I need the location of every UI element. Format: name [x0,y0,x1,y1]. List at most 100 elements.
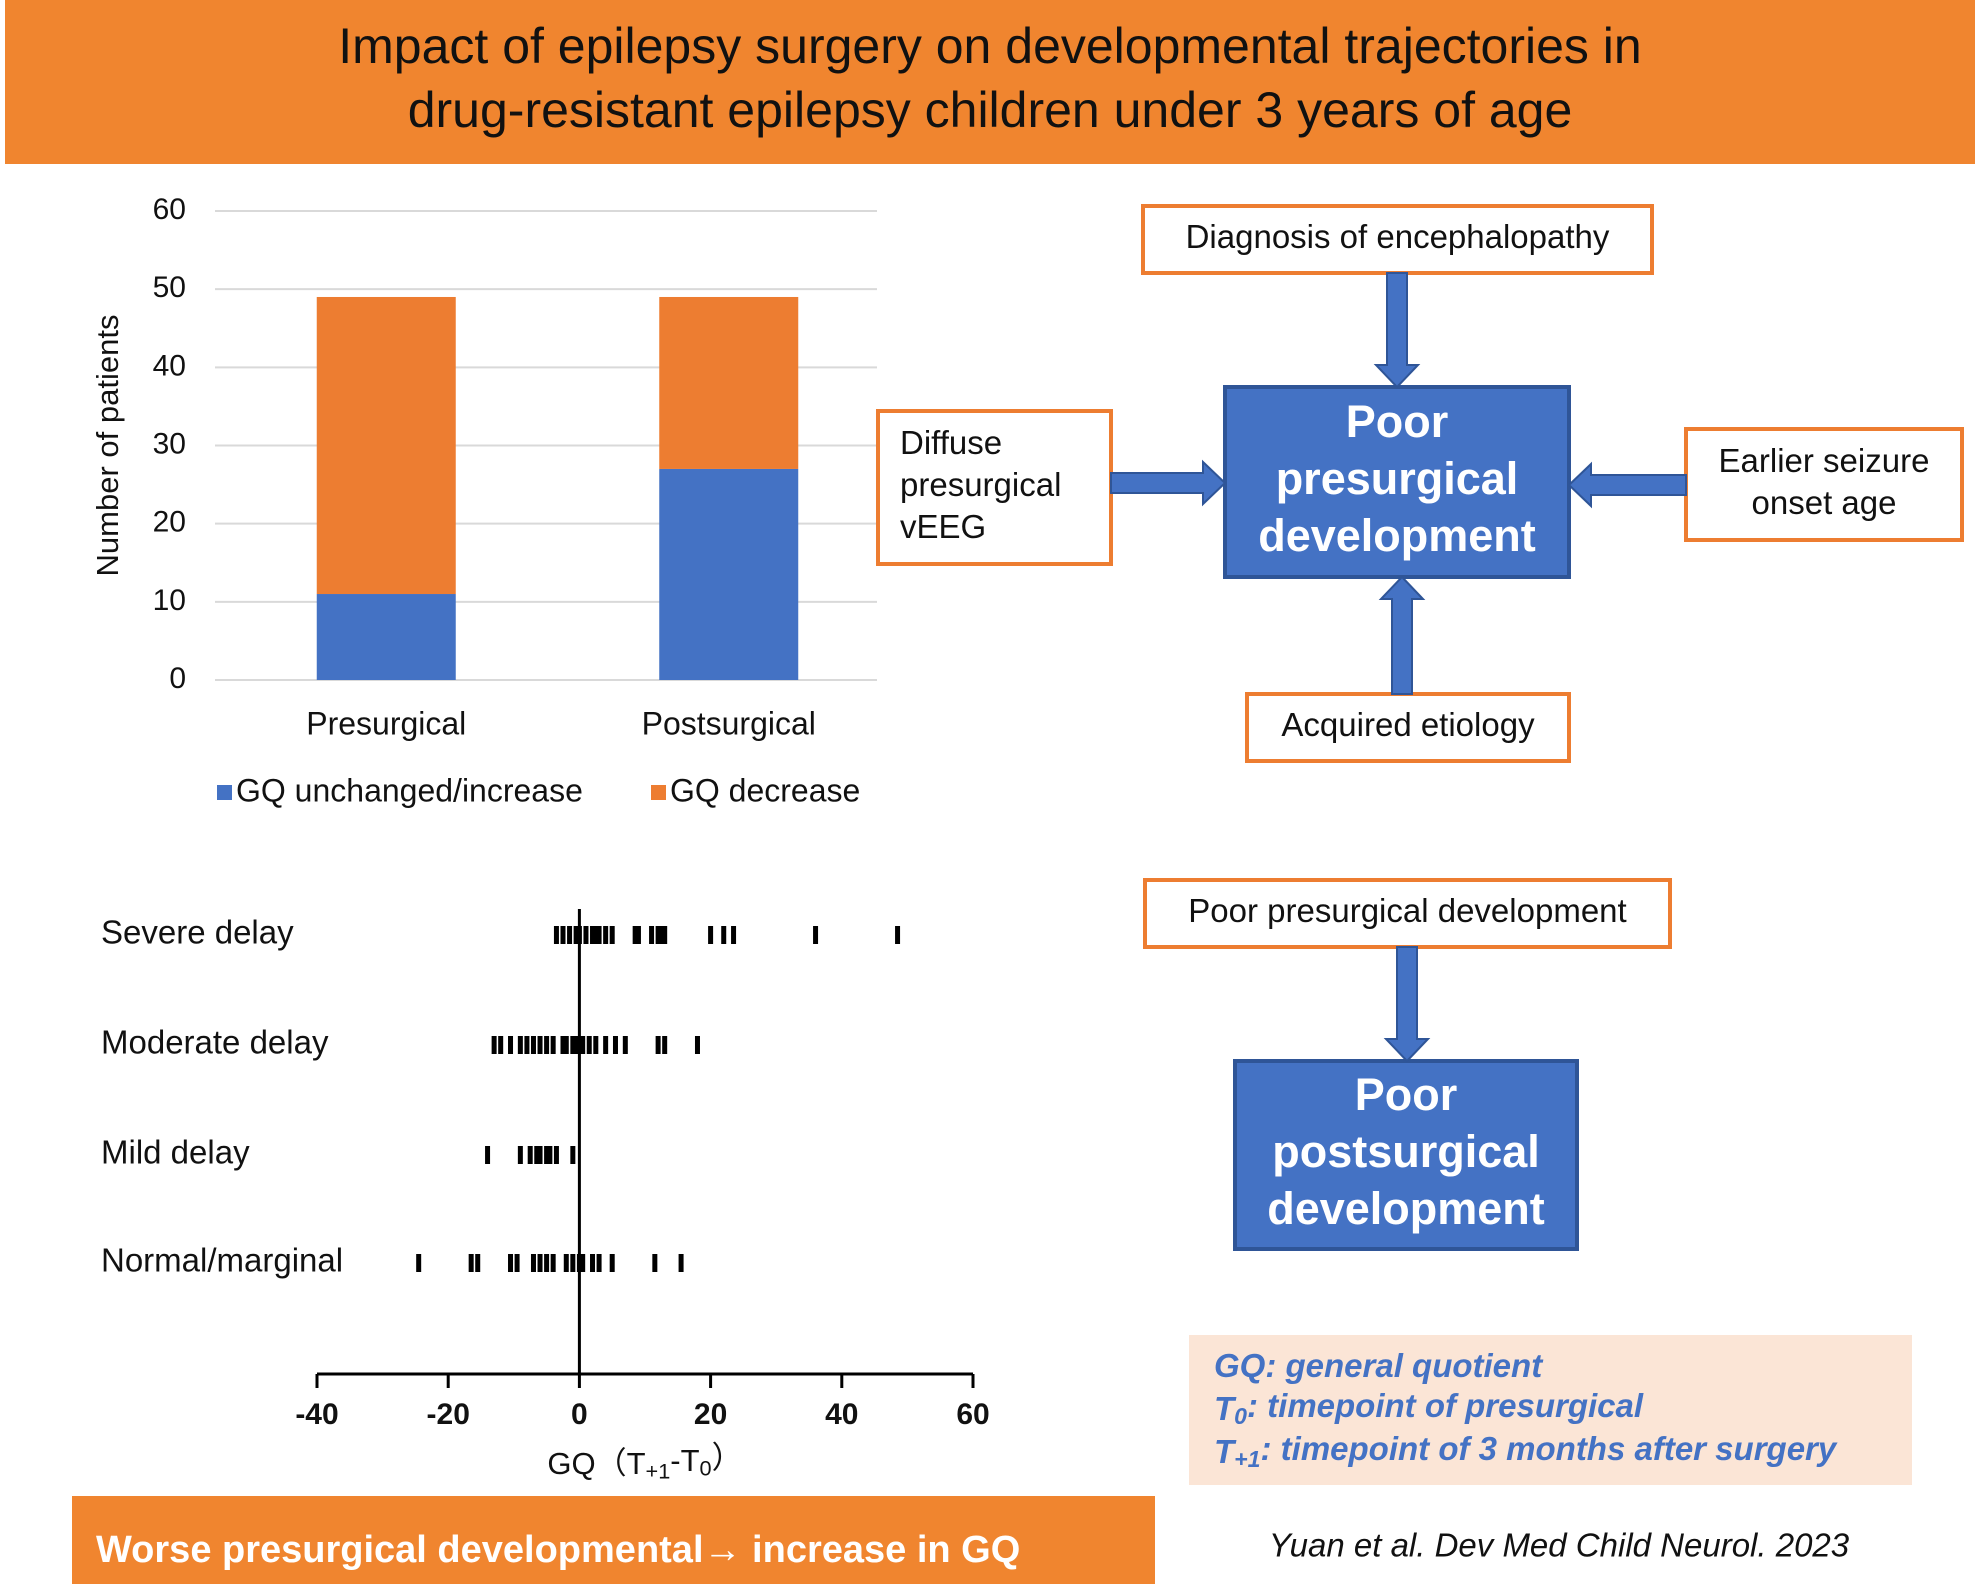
strip-mark [517,1036,523,1054]
strip-mark [537,1036,543,1054]
category-label: Moderate delay [101,1024,329,1061]
strip-mark [498,1036,504,1054]
strip-mark [655,1036,661,1054]
glossary-box [1189,1335,1912,1485]
strip-mark [612,1036,618,1054]
strip-mark [416,1254,422,1272]
strip-mark [596,926,602,944]
bar-segment [316,594,456,680]
node-label: postsurgical [1272,1126,1540,1177]
strip-mark [534,1146,540,1164]
strip-mark [580,1036,586,1054]
glossary-line: T+1: timepoint of 3 months after surgery [1214,1430,1838,1472]
strip-mark [547,1146,553,1164]
text-part: T [1214,1433,1237,1470]
strip-mark [560,1036,566,1054]
strip-mark [609,926,615,944]
strip-mark [593,1036,599,1054]
node-label: vEEG [900,508,986,545]
strip-mark [550,1036,556,1054]
factor-box [1143,878,1672,949]
text-part: GQ: general quotient [1214,1347,1544,1384]
strip-mark [590,926,596,944]
strip-mark [550,1254,556,1272]
strip-mark [662,1036,668,1054]
arrow [1383,946,1431,1063]
conclusion: Worse presurgical developmental→ increas… [96,1529,1020,1571]
strip-mark [544,1146,550,1164]
legend-swatch [217,785,232,800]
y-tick-label: 30 [153,427,186,460]
strip-mark [560,926,566,944]
strip-mark [580,1254,586,1272]
category-label: Mild delay [101,1134,250,1171]
strip-mark [731,926,737,944]
node-label: Poor [1355,1069,1458,1120]
factor-box [1684,427,1964,542]
strip-mark [658,926,664,944]
node-label: development [1258,510,1536,561]
strip-mark [570,1146,576,1164]
y-tick-label: 60 [153,193,186,226]
arrow [1567,461,1687,509]
x-tick-label: -20 [427,1398,470,1431]
strip-mark [527,1146,533,1164]
node-label: Diagnosis of encephalopathy [1186,218,1610,255]
glossary-line: GQ: general quotient [1214,1347,1544,1384]
strip-mark [895,926,901,944]
node-label: onset age [1752,484,1897,521]
strip-mark [514,1254,520,1272]
x-tick-label: 40 [825,1398,858,1431]
factor-box [1141,204,1654,275]
strip-mark [609,1254,615,1272]
glossary-line: T0: timepoint of presurgical [1214,1387,1644,1429]
node-label: Poor [1346,396,1449,447]
text-part: -T [670,1443,699,1478]
factor-box [876,409,1113,566]
legend-label: GQ decrease [670,772,860,808]
node-label: presurgical [1276,453,1519,504]
node-label: Diffuse [900,424,1002,461]
y-tick-label: 50 [153,271,186,304]
strip-mark [655,926,661,944]
outcome-box [1223,385,1571,579]
bar-segment [659,296,799,469]
category-label: Severe delay [101,914,294,951]
strip-mark [468,1254,474,1272]
strip-mark [662,926,668,944]
node-label: development [1267,1183,1545,1234]
text-part: GQ（T [547,1446,645,1481]
legend-swatch [651,785,666,800]
strip-mark [708,926,714,944]
title-line: drug-resistant epilepsy children under 3… [408,82,1573,138]
strip-mark [524,1036,530,1054]
strip-mark [632,926,638,944]
outcome-box [1233,1059,1579,1251]
strip-mark [530,1036,536,1054]
strip-mark [537,1254,543,1272]
text-part: : timepoint of presurgical [1247,1387,1644,1424]
strip-mark [570,1254,576,1272]
strip-mark [570,1036,576,1054]
strip-mark [603,926,609,944]
x-axis-label: GQ（T+1-T0） [547,1441,742,1484]
strip-mark [573,926,579,944]
strip-mark [563,1036,569,1054]
strip-mark [563,1254,569,1272]
strip-mark [544,1036,550,1054]
y-tick-label: 0 [169,662,186,695]
y-tick-label: 20 [153,506,186,539]
y-axis-label: Number of patients [90,315,125,577]
strip-mark [508,1254,514,1272]
strip-mark [603,1036,609,1054]
strip-mark [530,1254,536,1272]
strip-mark [649,926,655,944]
strip-mark [544,1254,550,1272]
bar-segment [316,296,456,595]
factor-box [1245,692,1571,763]
text-part: : timepoint of 3 months after surgery [1261,1430,1838,1467]
strip-mark [652,1254,658,1272]
x-tick-label: 0 [571,1398,588,1431]
strip-mark [553,1146,559,1164]
x-tick-label: 20 [694,1398,727,1431]
